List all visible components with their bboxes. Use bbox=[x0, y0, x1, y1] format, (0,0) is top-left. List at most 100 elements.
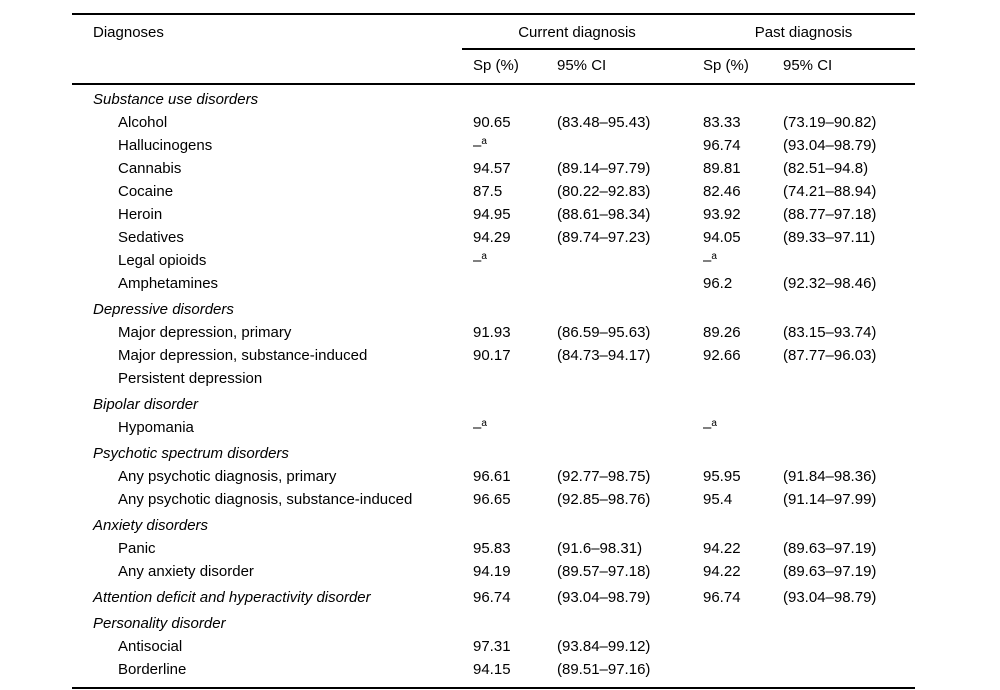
diagnosis-label: Major depression, primary bbox=[118, 324, 292, 341]
value-cell: 95.83 bbox=[473, 540, 511, 557]
value-cell: 96.2 bbox=[703, 275, 733, 292]
value-cell bbox=[546, 84, 692, 111]
value-cell bbox=[692, 390, 772, 416]
value-cell: (88.77–97.18) bbox=[783, 206, 877, 223]
column-header-diagnoses: Diagnoses bbox=[72, 14, 462, 85]
table-row: Persistent depression bbox=[72, 367, 915, 390]
value-cell: 96.74 bbox=[703, 589, 741, 606]
value-cell: 94.15 bbox=[473, 661, 511, 678]
table-row: Antisocial 97.31 (93.84–99.12) bbox=[72, 635, 915, 658]
diagnosis-label: Psychotic spectrum disorders bbox=[93, 445, 289, 462]
diagnosis-label: Anxiety disorders bbox=[93, 517, 209, 534]
table-header: Diagnoses Current diagnosis Past diagnos… bbox=[72, 14, 915, 85]
value-cell bbox=[772, 609, 915, 635]
value-cell bbox=[772, 295, 915, 321]
value-cell: (92.85–98.76) bbox=[557, 491, 651, 508]
value-cell: (92.77–98.75) bbox=[557, 468, 651, 485]
column-group-current-diagnosis: Current diagnosis bbox=[462, 14, 692, 50]
diagnosis-label: Hallucinogens bbox=[118, 137, 213, 154]
value-cell bbox=[462, 609, 546, 635]
specificity-table-container: Diagnoses Current diagnosis Past diagnos… bbox=[72, 13, 915, 689]
table-row: Psychotic spectrum disorders bbox=[72, 439, 915, 465]
diagnosis-label: Hypomania bbox=[118, 419, 194, 436]
value-cell: (91.84–98.36) bbox=[783, 468, 877, 485]
specificity-table: Diagnoses Current diagnosis Past diagnos… bbox=[72, 13, 915, 689]
value-cell bbox=[772, 249, 915, 272]
value-cell: 90.17 bbox=[473, 347, 511, 364]
value-cell bbox=[546, 272, 692, 295]
value-cell: 94.19 bbox=[473, 563, 511, 580]
value-cell: 96.65 bbox=[473, 491, 511, 508]
value-cell: (93.04–98.79) bbox=[783, 589, 877, 606]
diagnosis-label: Personality disorder bbox=[93, 615, 226, 632]
value-cell: –a bbox=[473, 251, 487, 270]
value-cell bbox=[462, 272, 546, 295]
value-cell bbox=[546, 439, 692, 465]
diagnosis-label: Amphetamines bbox=[118, 275, 219, 292]
value-cell bbox=[772, 390, 915, 416]
value-cell: (87.77–96.03) bbox=[783, 347, 877, 364]
diagnosis-label: Any anxiety disorder bbox=[118, 563, 254, 580]
footnote-marker: a bbox=[711, 251, 717, 262]
value-cell bbox=[692, 658, 772, 688]
value-cell bbox=[772, 658, 915, 688]
value-cell: (89.74–97.23) bbox=[557, 229, 651, 246]
value-cell: 96.61 bbox=[473, 468, 511, 485]
value-cell bbox=[546, 511, 692, 537]
value-cell bbox=[546, 390, 692, 416]
value-cell: (89.63–97.19) bbox=[783, 563, 877, 580]
value-cell: 96.74 bbox=[703, 137, 741, 154]
value-cell: –a bbox=[703, 251, 717, 270]
value-cell: –a bbox=[703, 418, 717, 437]
diagnosis-label: Persistent depression bbox=[118, 370, 263, 387]
table-row: Depressive disorders bbox=[72, 295, 915, 321]
diagnosis-label: Legal opioids bbox=[118, 252, 207, 269]
column-header-past-ci: 95% CI bbox=[772, 49, 915, 85]
sub-header-row: Sp (%) 95% CI Sp (%) 95% CI bbox=[72, 49, 915, 85]
diagnosis-label: Bipolar disorder bbox=[93, 396, 199, 413]
diagnosis-label: Depressive disorders bbox=[93, 301, 234, 318]
value-cell: (88.61–98.34) bbox=[557, 206, 651, 223]
diagnosis-label: Sedatives bbox=[118, 229, 184, 246]
value-cell bbox=[462, 295, 546, 321]
table-body: Substance use disorders Alcohol 90.65 (8… bbox=[72, 84, 915, 688]
value-cell: 89.81 bbox=[703, 160, 741, 177]
value-cell bbox=[546, 295, 692, 321]
column-header-current-ci: 95% CI bbox=[546, 49, 692, 85]
value-cell bbox=[462, 367, 546, 390]
value-cell: (89.14–97.79) bbox=[557, 160, 651, 177]
value-cell: (86.59–95.63) bbox=[557, 324, 651, 341]
diagnosis-label: Attention deficit and hyperactivity diso… bbox=[93, 589, 371, 606]
diagnosis-label: Cannabis bbox=[118, 160, 182, 177]
value-cell bbox=[546, 134, 692, 157]
value-cell: (93.04–98.79) bbox=[557, 589, 651, 606]
value-cell: (74.21–88.94) bbox=[783, 183, 877, 200]
value-cell bbox=[772, 84, 915, 111]
diagnosis-label: Any psychotic diagnosis, substance-induc… bbox=[118, 491, 413, 508]
value-cell: 94.57 bbox=[473, 160, 511, 177]
value-cell: 94.22 bbox=[703, 563, 741, 580]
value-cell: 95.4 bbox=[703, 491, 733, 508]
group-header-row: Diagnoses Current diagnosis Past diagnos… bbox=[72, 14, 915, 85]
value-cell: (89.51–97.16) bbox=[557, 661, 651, 678]
value-cell bbox=[546, 609, 692, 635]
value-cell bbox=[772, 367, 915, 390]
value-cell: 83.33 bbox=[703, 114, 741, 131]
footnote-marker: a bbox=[481, 251, 487, 262]
value-cell: 92.66 bbox=[703, 347, 741, 364]
table-row: Any anxiety disorder 94.19 (89.57–97.18)… bbox=[72, 560, 915, 583]
value-cell: 90.65 bbox=[473, 114, 511, 131]
value-cell: (89.63–97.19) bbox=[783, 540, 877, 557]
value-cell: 93.92 bbox=[703, 206, 741, 223]
diagnosis-label: Panic bbox=[118, 540, 156, 557]
value-cell bbox=[692, 295, 772, 321]
table-row: Amphetamines 96.2 (92.32–98.46) bbox=[72, 272, 915, 295]
table-row: Any psychotic diagnosis, primary 96.61 (… bbox=[72, 465, 915, 488]
value-cell bbox=[546, 416, 692, 439]
value-cell bbox=[692, 367, 772, 390]
table-row: Major depression, primary 91.93 (86.59–9… bbox=[72, 321, 915, 344]
value-cell: 94.05 bbox=[703, 229, 741, 246]
table-row: Alcohol 90.65 (83.48–95.43) 83.33 (73.19… bbox=[72, 111, 915, 134]
value-cell bbox=[546, 367, 692, 390]
table-row: Hypomania –a –a bbox=[72, 416, 915, 439]
